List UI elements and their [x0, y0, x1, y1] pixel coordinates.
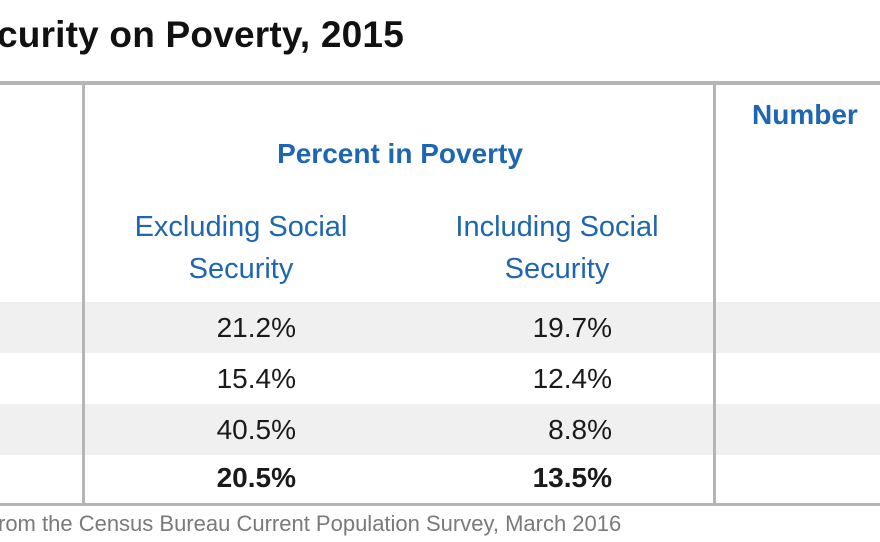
including-social-security-header: Including Social Security — [407, 206, 707, 290]
column-divider-left-overlay — [82, 302, 85, 455]
excluding-header-line2: Security — [188, 253, 294, 285]
excluding-value: 21.2% — [216, 312, 296, 343]
row-shade-3 — [0, 404, 880, 455]
column-divider-right — [713, 85, 716, 503]
number-header: Number — [752, 99, 858, 130]
percent-in-poverty-header: Percent in Poverty — [277, 138, 523, 169]
excluding-value: 15.4% — [216, 363, 296, 394]
including-header-line2: Security — [504, 253, 610, 285]
excluding-header-line1: Excluding Social — [134, 211, 348, 243]
column-divider-right-overlay — [713, 302, 716, 455]
column-divider-left — [82, 85, 85, 503]
including-value: 8.8% — [548, 414, 612, 445]
page-title: curity on Poverty, 2015 — [0, 14, 404, 55]
table-top-rule — [0, 81, 880, 85]
excluding-value: 40.5% — [216, 414, 296, 445]
including-value: 12.4% — [532, 363, 612, 394]
including-total-value: 13.5% — [532, 462, 612, 493]
excluding-total-value: 20.5% — [216, 462, 296, 493]
including-header-line1: Including Social — [455, 211, 659, 243]
source-footnote: rom the Census Bureau Current Population… — [0, 511, 622, 536]
including-value: 19.7% — [532, 312, 612, 343]
row-shade-1 — [0, 302, 880, 353]
table-bottom-rule — [0, 503, 880, 506]
excluding-social-security-header: Excluding Social Security — [91, 206, 391, 290]
